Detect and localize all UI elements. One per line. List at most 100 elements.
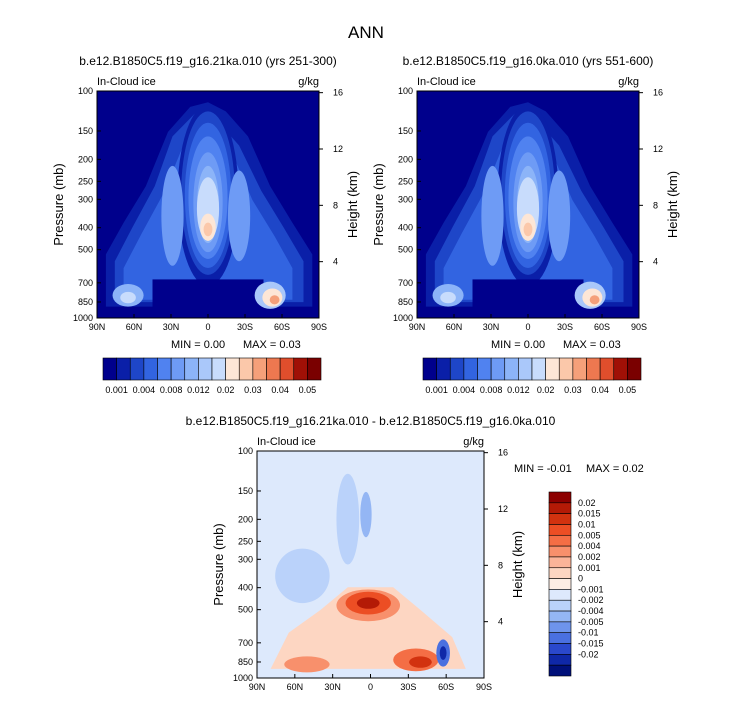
y-tick-label: 400 — [238, 583, 253, 593]
colorbar-label: 0.02 — [537, 385, 555, 395]
x-tick-label: 30N — [163, 322, 180, 332]
panel-title: b.e12.B1850C5.f19_g16.21ka.010 - b.e12.B… — [186, 414, 556, 428]
y-tick-label: 100 — [398, 86, 413, 96]
x-tick-label: 90N — [249, 682, 266, 692]
colorbar-label: 0.004 — [453, 385, 476, 395]
y2-tick-label: 8 — [653, 200, 658, 210]
colorbar-swatch — [548, 513, 572, 525]
colorbar-label: 0.02 — [578, 498, 596, 508]
colorbar-swatch — [157, 357, 172, 381]
contour-band — [275, 548, 330, 604]
colorbar-label: 0 — [578, 574, 583, 584]
units-label: g/kg — [298, 76, 319, 88]
colorbar-swatch — [116, 357, 131, 381]
colorbar-swatch — [531, 357, 546, 381]
colorbar-swatch — [102, 357, 117, 381]
y-tick-label: 500 — [398, 245, 413, 255]
x-tick-label: 0 — [368, 682, 373, 692]
colorbar-swatch — [198, 357, 213, 381]
y2-tick-label: 4 — [333, 257, 338, 267]
colorbar-swatch — [548, 610, 572, 623]
colorbar-swatch — [548, 643, 572, 655]
colorbar-swatch — [170, 357, 186, 381]
y-tick-label: 1000 — [393, 313, 413, 323]
y-tick-label: 850 — [398, 297, 413, 307]
contour-band — [284, 656, 330, 673]
contour-band — [440, 291, 456, 304]
colorbar-label: -0.004 — [578, 606, 604, 616]
colorbar-label: 0.008 — [160, 385, 183, 395]
colorbar-swatch — [184, 357, 199, 381]
colorbar-swatch — [586, 357, 601, 381]
y-tick-label: 700 — [238, 638, 253, 648]
contour-band — [161, 165, 184, 266]
colorbar-swatch — [548, 502, 572, 514]
contour-band — [547, 170, 571, 262]
colorbar-label: 0.03 — [244, 385, 262, 395]
contour-band — [439, 646, 447, 660]
colorbar-swatch — [599, 357, 615, 381]
y2-tick-label: 12 — [498, 504, 508, 514]
y-tick-label: 400 — [398, 223, 413, 233]
y2-tick-label: 16 — [333, 88, 343, 98]
x-tick-label: 90N — [409, 322, 426, 332]
y-tick-label: 500 — [238, 605, 253, 615]
x-tick-label: 30S — [557, 322, 573, 332]
colorbar-swatch — [545, 357, 560, 381]
colorbar-swatch — [490, 357, 506, 381]
colorbar-swatch — [548, 632, 572, 644]
x-tick-label: 60S — [438, 682, 454, 692]
colorbar-label: 0.001 — [105, 385, 128, 395]
x-tick-label: 30N — [324, 682, 341, 692]
colorbar-label: 0.012 — [187, 385, 210, 395]
colorbar-swatch — [548, 589, 572, 601]
colorbar-label: 0.05 — [299, 385, 317, 395]
colorbar-label: 0.04 — [271, 385, 289, 395]
panel-title: b.e12.B1850C5.f19_g16.0ka.010 (yrs 551-6… — [403, 54, 654, 68]
colorbar-label: 0.001 — [578, 563, 601, 573]
y-tick-label: 850 — [78, 297, 93, 307]
panel-title: b.e12.B1850C5.f19_g16.21ka.010 (yrs 251-… — [79, 54, 337, 68]
y-tick-label: 300 — [78, 194, 93, 204]
x-tick-label: 60S — [274, 322, 290, 332]
colorbar-label: -0.001 — [578, 584, 604, 594]
y-tick-label: 1000 — [233, 673, 253, 683]
contour-field — [97, 91, 319, 318]
y-tick-label: 150 — [398, 126, 413, 136]
min-readout: MIN = 0.00 — [491, 339, 545, 351]
x-tick-label: 30S — [400, 682, 416, 692]
variable-label: In-Cloud ice — [97, 76, 156, 88]
colorbar-swatch — [307, 357, 322, 381]
contour-field — [257, 451, 484, 678]
min-readout: MIN = 0.00 — [171, 339, 225, 351]
colorbar: 0.001 0.004 0.008 0.012 0.02 0.03 0.04 0.05 — [102, 357, 322, 395]
contour-band — [269, 295, 280, 305]
y-tick-label: 700 — [398, 278, 413, 288]
min-readout: MIN = -0.01 — [514, 463, 572, 475]
colorbar-swatch — [449, 357, 465, 381]
x-tick-label: 30N — [483, 322, 500, 332]
colorbar-label: -0.02 — [578, 649, 599, 659]
x-tick-label: 60N — [446, 322, 463, 332]
topography-mask — [472, 279, 584, 318]
y-tick-label: 100 — [78, 86, 93, 96]
x-tick-label: 60N — [126, 322, 143, 332]
y2-tick-label: 8 — [498, 560, 503, 570]
x-tick-label: 90N — [89, 322, 106, 332]
colorbar-swatch — [548, 578, 572, 590]
y2-axis-label: Height (km) — [510, 531, 525, 598]
x-tick-label: 60N — [287, 682, 304, 692]
colorbar-swatch — [613, 357, 628, 381]
units-label: g/kg — [463, 436, 484, 448]
contour-band — [523, 222, 533, 237]
x-tick-label: 90S — [631, 322, 647, 332]
colorbar-swatch — [266, 357, 281, 381]
contour-band — [270, 587, 466, 669]
colorbar-swatch — [548, 491, 572, 504]
y-tick-label: 300 — [238, 554, 253, 564]
y-tick-label: 200 — [78, 154, 93, 164]
x-tick-label: 0 — [205, 322, 210, 332]
y-tick-label: 250 — [238, 536, 253, 546]
page-title: ANN — [348, 23, 384, 42]
colorbar-label: 0.002 — [578, 552, 601, 562]
